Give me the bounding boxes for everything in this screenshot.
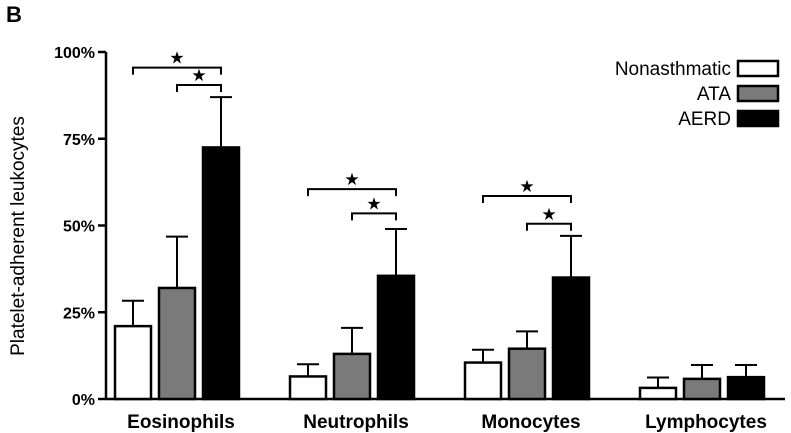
chart-legend: Nonasthmatic ATA AERD — [615, 59, 780, 130]
significance-star: ★ — [366, 194, 381, 214]
x-tick-label: Eosinophils — [127, 412, 235, 433]
significance-star: ★ — [191, 66, 206, 86]
bar — [463, 361, 503, 401]
y-tick-label: 50% — [63, 219, 95, 236]
bar — [201, 146, 241, 401]
significance-brackets: ★ ★ ★ ★ ★ ★ — [132, 49, 572, 231]
y-tick-label: 25% — [63, 305, 95, 322]
significance-star: ★ — [169, 49, 184, 69]
y-axis-label: Platelet-adherent leukocytes — [8, 116, 29, 356]
x-tick-label: Monocytes — [481, 412, 580, 433]
significance-star: ★ — [541, 205, 556, 225]
y-tick-label: 0% — [72, 392, 95, 409]
legend-label: AERD — [678, 109, 731, 130]
significance-star: ★ — [519, 177, 534, 197]
significance-bracket — [351, 212, 397, 221]
significance-star: ★ — [344, 170, 359, 190]
y-tick-label: 100% — [54, 45, 95, 62]
legend-label: Nonasthmatic — [615, 59, 731, 80]
bar — [157, 286, 197, 401]
bar — [726, 375, 766, 401]
panel-label: B — [6, 2, 22, 27]
bar — [638, 386, 678, 401]
legend-swatch — [736, 109, 780, 128]
chart-axes: 0% 25% 50% 75% 100% Eosinophils Neutrophils Mon… — [54, 45, 785, 433]
legend-swatch — [736, 59, 780, 78]
bar — [332, 352, 372, 401]
significance-bracket — [176, 83, 222, 92]
bar — [551, 276, 591, 401]
bar — [682, 377, 722, 401]
legend-label: ATA — [697, 84, 731, 105]
legend-swatch — [736, 84, 780, 103]
significance-bracket — [307, 188, 397, 197]
bar — [113, 324, 153, 401]
bar — [376, 274, 416, 401]
significance-bracket — [132, 66, 222, 75]
bar — [288, 375, 328, 401]
x-tick-label: Lymphocytes — [645, 412, 767, 433]
significance-bracket — [526, 222, 572, 231]
x-tick-label: Neutrophils — [303, 412, 409, 433]
significance-bracket — [482, 195, 572, 204]
chart-bars — [113, 96, 766, 401]
y-tick-label: 75% — [63, 132, 95, 149]
bar — [507, 347, 547, 401]
